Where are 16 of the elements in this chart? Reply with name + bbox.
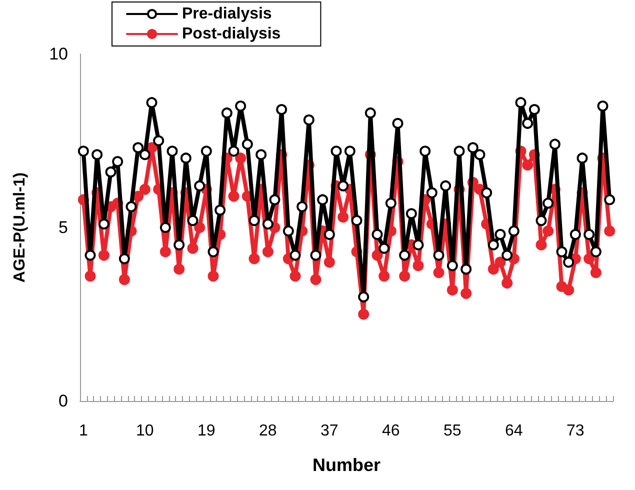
y-tick-label: 10 (49, 44, 68, 64)
x-tick-label: 10 (136, 422, 154, 440)
y-tick-label: 0 (58, 392, 68, 410)
x-axis-title: Number (312, 455, 381, 475)
x-tick-label: 64 (505, 422, 523, 440)
x-tick-label: 37 (320, 422, 338, 440)
x-tick-label: 19 (198, 422, 216, 440)
x-tick-label: 73 (566, 422, 584, 440)
y-tick-label: 5 (58, 218, 68, 237)
legend-label: Pre-dialysis (182, 6, 272, 22)
legend-label: Post-dialysis (182, 26, 281, 42)
y-axis-title: AGE-P(U.ml-1) (12, 172, 28, 283)
x-tick-label: 55 (444, 422, 462, 440)
x-tick-label: 1 (78, 422, 88, 440)
x-tick-label: 46 (382, 422, 400, 440)
x-tick-label: 28 (259, 422, 277, 440)
